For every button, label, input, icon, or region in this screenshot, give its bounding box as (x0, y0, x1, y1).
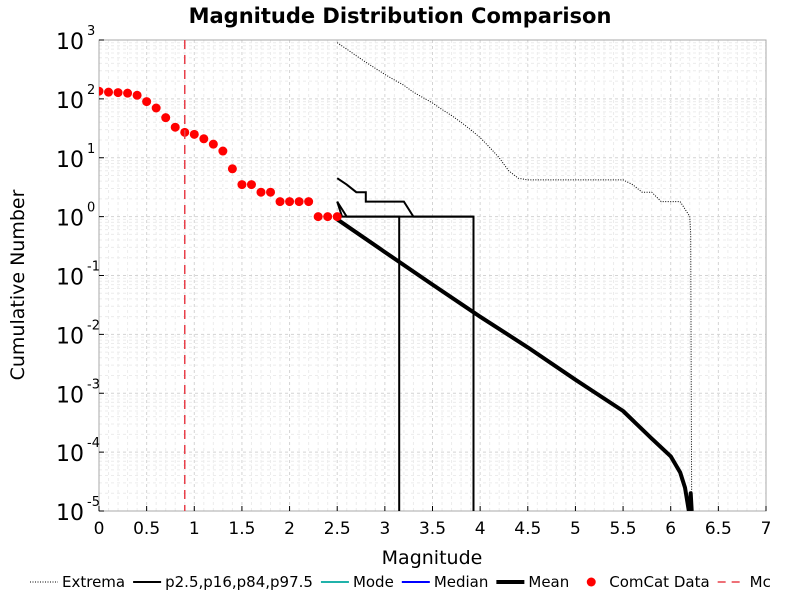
comcat-point (142, 97, 152, 107)
comcat-point (237, 180, 247, 190)
x-tick-label: 2.5 (324, 519, 351, 539)
series-percentile (336, 177, 474, 218)
y-tick-label: 10 (56, 442, 84, 467)
comcat-point (123, 88, 133, 98)
grid (98, 40, 767, 512)
y-tick-label: 10 (56, 501, 84, 526)
y-tick-exponent: -3 (87, 377, 100, 392)
series-percentile (336, 201, 475, 511)
legend-item: Extrema (30, 573, 125, 591)
x-ticks: 0 0.5 1 1.5 2 2.5 3 3.5 4 4.5 5 5.5 6 6.5 7 (94, 506, 772, 539)
comcat-point (294, 197, 304, 207)
y-tick-label: 10 (56, 207, 84, 232)
legend-item: Median (401, 573, 489, 591)
legend-label: Mode (353, 573, 394, 591)
y-axis-label: Cumulative Number (7, 189, 29, 380)
comcat-point (218, 146, 228, 156)
x-axis-label: Magnitude (382, 547, 483, 569)
y-tick-exponent: -1 (87, 260, 100, 275)
y-tick-exponent: 0 (87, 201, 95, 216)
x-tick-label: 6.5 (705, 519, 732, 539)
chart-title: Magnitude Distribution Comparison (189, 4, 612, 28)
comcat-point (132, 90, 142, 100)
legend-item: ComCat Data (586, 573, 710, 591)
series-clip-group (99, 40, 694, 511)
y-tick-exponent: 1 (87, 142, 95, 157)
y-tick-label: 10 (56, 30, 84, 55)
series-layer (99, 40, 694, 511)
x-tick-label: 2 (284, 519, 295, 539)
series-extrema (336, 42, 693, 511)
x-tick-label: 3.5 (419, 519, 446, 539)
y-tick-exponent: 3 (87, 24, 95, 39)
comcat-point (113, 88, 123, 98)
y-tick-label: 10 (56, 383, 84, 408)
legend-item: p2.5,p16,p84,p97.5 (133, 573, 313, 591)
comcat-point (199, 134, 209, 144)
comcat-point (256, 187, 266, 197)
legend-label: Median (434, 573, 489, 591)
x-tick-label: 5.5 (610, 519, 637, 539)
x-tick-label: 0 (94, 519, 105, 539)
legend-item: Mode (320, 573, 394, 591)
legend: Extrema p2.5,p16,p84,p97.5 Mode Median Mean C… (30, 573, 771, 591)
comcat-point (323, 212, 333, 222)
x-tick-label: 4 (475, 519, 486, 539)
x-tick-label: 1 (189, 519, 200, 539)
y-tick-exponent: 2 (87, 83, 95, 98)
comcat-point (104, 87, 114, 97)
comcat-point (208, 139, 218, 149)
x-tick-label: 3 (379, 519, 390, 539)
y-tick-label: 10 (56, 266, 84, 291)
comcat-point (285, 197, 295, 207)
comcat-point (332, 212, 342, 222)
series-percentile (336, 201, 401, 511)
x-tick-label: 0.5 (133, 519, 160, 539)
legend-label: Extrema (62, 573, 125, 591)
comcat-point (151, 103, 161, 113)
legend-label: Mc (750, 573, 771, 591)
comcat-point (189, 129, 199, 139)
comcat-point (304, 197, 314, 207)
comcat-point (170, 122, 180, 132)
comcat-point (99, 86, 104, 96)
comcat-point (227, 164, 237, 174)
series-mean (336, 217, 694, 511)
legend-marker (586, 577, 596, 587)
comcat-point (275, 197, 285, 207)
legend-label: p2.5,p16,p84,p97.5 (165, 573, 313, 591)
y-tick-label: 10 (56, 324, 84, 349)
y-tick-exponent: -5 (87, 495, 100, 510)
x-tick-label: 7 (761, 519, 772, 539)
legend-label: Mean (528, 573, 569, 591)
y-tick-exponent: -2 (87, 318, 100, 333)
comcat-point (161, 113, 171, 123)
comcat-point (246, 180, 256, 190)
x-tick-label: 1.5 (228, 519, 255, 539)
x-tick-label: 4.5 (514, 519, 541, 539)
comcat-point (266, 187, 276, 197)
legend-item: Mean (496, 573, 569, 591)
y-tick-label: 10 (56, 89, 84, 114)
y-tick-exponent: -4 (87, 436, 100, 451)
x-tick-label: 6 (665, 519, 676, 539)
legend-item: Mc (717, 573, 771, 591)
x-tick-label: 5 (570, 519, 581, 539)
y-tick-label: 10 (56, 148, 84, 173)
comcat-point (313, 212, 323, 222)
legend-label: ComCat Data (609, 573, 709, 591)
